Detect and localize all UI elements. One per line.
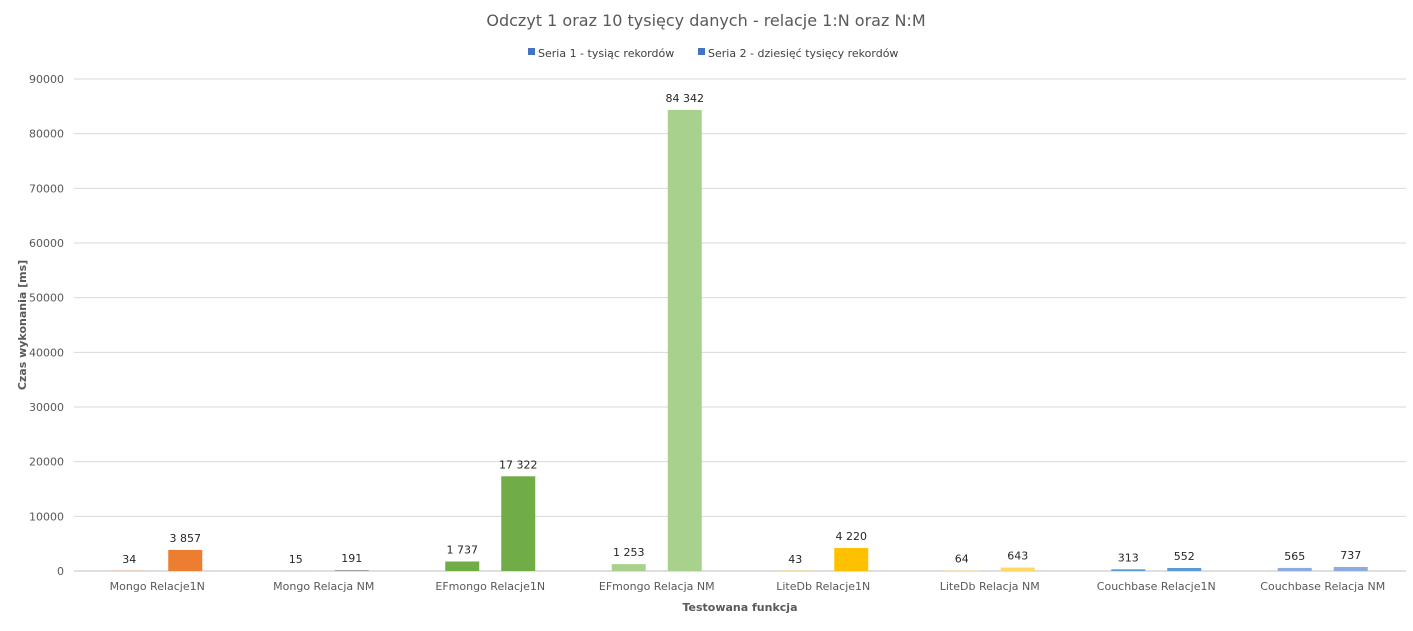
data-label-series-2: 737 <box>1340 549 1361 562</box>
y-tick-label: 50000 <box>29 292 64 305</box>
y-tick-label: 20000 <box>29 456 64 469</box>
data-label-series-2: 191 <box>341 552 362 565</box>
y-tick-label: 40000 <box>29 346 64 359</box>
x-category-label: EFmongo Relacje1N <box>435 580 545 593</box>
bar-1-3 <box>611 564 646 571</box>
y-tick-label: 80000 <box>29 128 64 141</box>
x-category-label: Mongo Relacje1N <box>110 580 205 593</box>
x-axis-title: Testowana funkcja <box>682 601 797 614</box>
data-label-series-2: 17 322 <box>499 458 538 471</box>
bar-1-6 <box>1111 569 1146 571</box>
y-axis-title: Czas wykonania [ms] <box>16 260 29 390</box>
data-labels: 34 3 857 15 191 1 737 17 322 1 253 84 342 43 4 22… <box>122 92 1361 566</box>
chart-title: Odczyt 1 oraz 10 tysięcy danych - relacj… <box>486 11 925 30</box>
legend-label-series-1: Seria 1 - tysiąc rekordów <box>538 47 674 60</box>
y-tick-label: 60000 <box>29 237 64 250</box>
y-tick-label: 70000 <box>29 182 64 195</box>
bar-2-2 <box>501 476 536 571</box>
x-category-label: Couchbase Relacje1N <box>1097 580 1216 593</box>
bar-1-7 <box>1277 567 1312 571</box>
x-category-label: LiteDb Relacje1N <box>776 580 870 593</box>
data-label-series-2: 4 220 <box>836 530 868 543</box>
bars <box>112 109 1368 572</box>
bar-2-5 <box>1000 567 1035 571</box>
x-category-label: EFmongo Relacja NM <box>599 580 715 593</box>
data-label-series-2: 552 <box>1174 550 1195 563</box>
x-category-label: Mongo Relacja NM <box>273 580 374 593</box>
data-label-series-2: 3 857 <box>170 532 202 545</box>
bar-2-4 <box>834 547 869 571</box>
x-category-label: Couchbase Relacja NM <box>1260 580 1385 593</box>
data-label-series-1: 565 <box>1284 550 1305 563</box>
legend: Seria 1 - tysiąc rekordów Seria 2 - dzie… <box>528 47 898 60</box>
data-label-series-1: 43 <box>788 553 802 566</box>
gridlines <box>74 78 1406 572</box>
legend-swatch-series-2 <box>698 48 705 55</box>
y-tick-label: 30000 <box>29 401 64 414</box>
data-label-series-1: 64 <box>955 553 969 566</box>
y-tick-label: 0 <box>57 565 64 578</box>
bar-2-7 <box>1333 566 1368 571</box>
bar-2-3 <box>667 109 702 572</box>
data-label-series-1: 15 <box>289 553 303 566</box>
legend-swatch-series-1 <box>528 48 535 55</box>
data-label-series-2: 84 342 <box>666 92 705 105</box>
data-label-series-1: 1 253 <box>613 546 645 559</box>
x-axis-categories: Mongo Relacje1N Mongo Relacja NM EFmongo R… <box>110 580 1386 593</box>
data-label-series-1: 1 737 <box>447 544 479 557</box>
bar-1-2 <box>445 561 480 571</box>
y-tick-label: 90000 <box>29 73 64 86</box>
data-label-series-1: 34 <box>122 553 136 566</box>
y-tick-label: 10000 <box>29 510 64 523</box>
y-axis-ticks: 0 10000 20000 30000 40000 50000 60000 70000 8000… <box>29 73 64 578</box>
data-label-series-1: 313 <box>1118 551 1139 564</box>
legend-label-series-2: Seria 2 - dziesięć tysięcy rekordów <box>708 47 898 60</box>
data-label-series-2: 643 <box>1007 549 1028 562</box>
bar-2-1 <box>334 569 369 571</box>
x-category-label: LiteDb Relacja NM <box>940 580 1040 593</box>
bar-2-0 <box>168 549 203 571</box>
bar-2-6 <box>1167 567 1202 571</box>
